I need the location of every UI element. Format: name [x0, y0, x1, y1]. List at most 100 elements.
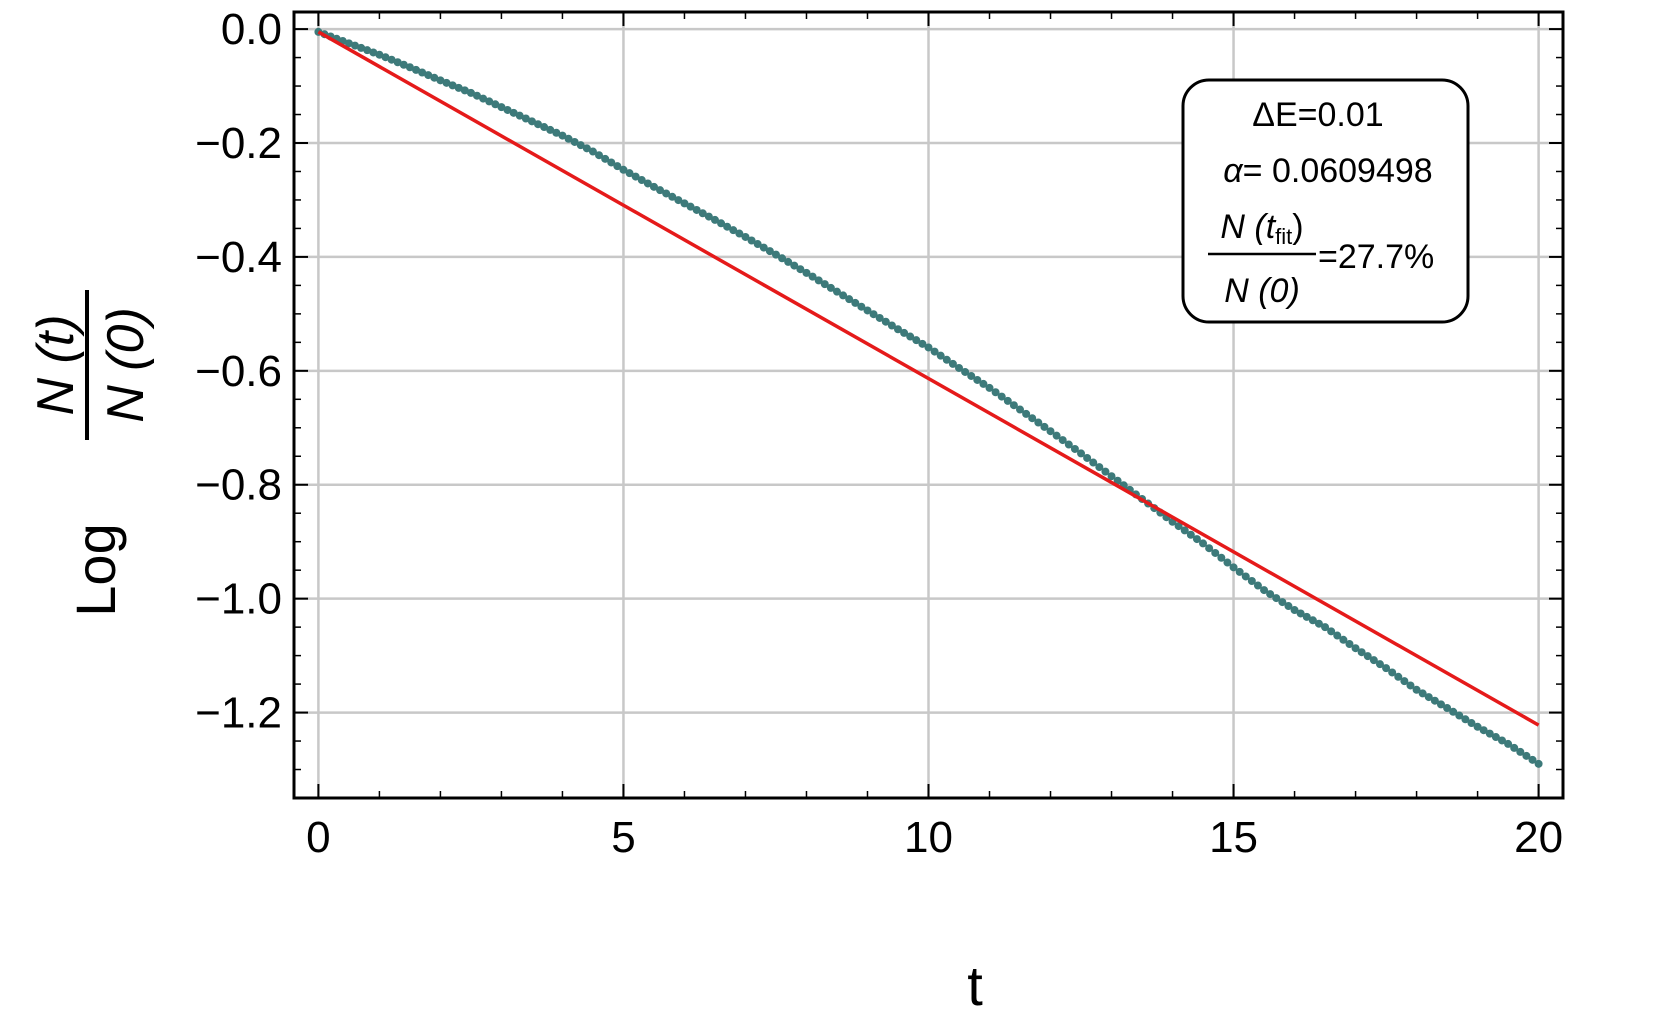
data-point [845, 295, 854, 304]
data-point [381, 53, 390, 62]
legend-frame [1181, 78, 1470, 324]
y-tick-label: −0.4 [195, 233, 282, 282]
data-point [418, 68, 427, 77]
data-point [1424, 693, 1433, 702]
data-point [1302, 612, 1311, 621]
data-point [857, 302, 866, 311]
data-point [1192, 535, 1201, 544]
data-point [930, 347, 939, 356]
data-point [717, 219, 726, 228]
data-point [875, 313, 884, 322]
data-point [1516, 747, 1525, 756]
data-point [521, 114, 530, 123]
data-point [729, 226, 738, 235]
data-point [1095, 463, 1104, 472]
data-point [778, 254, 787, 263]
data-point [1034, 418, 1043, 427]
data-point [887, 321, 896, 330]
data-point [1296, 609, 1305, 618]
data-point [710, 215, 719, 224]
data-point [796, 265, 805, 274]
data-point [973, 375, 982, 384]
data-point [619, 165, 628, 174]
data-point [912, 336, 921, 345]
data-point [369, 48, 378, 57]
data-point [771, 250, 780, 259]
data-point [662, 189, 671, 198]
data-point [387, 55, 396, 64]
y-tick-label: −1.0 [195, 575, 282, 624]
data-point [753, 240, 762, 249]
data-point [1473, 722, 1482, 731]
data-point [1247, 576, 1256, 585]
data-point [1351, 644, 1360, 653]
data-point [692, 205, 701, 214]
data-point [1229, 563, 1238, 572]
data-point [1290, 606, 1299, 615]
data-point [1003, 396, 1012, 405]
data-point [784, 257, 793, 266]
data-point [430, 73, 439, 82]
data-point [1485, 729, 1494, 738]
fit-line [317, 30, 1540, 727]
data-point [357, 43, 366, 52]
data-point [454, 83, 463, 92]
x-tick-label: 0 [306, 813, 330, 862]
data-point [595, 151, 604, 160]
data-point [564, 134, 573, 143]
data-point [1077, 449, 1086, 458]
data-point [863, 306, 872, 315]
data-point [1180, 526, 1189, 535]
data-point [1113, 476, 1122, 485]
data-point [1449, 707, 1458, 716]
data-point [509, 108, 518, 117]
data-point [485, 97, 494, 106]
data-point [955, 363, 964, 372]
data-point [1308, 616, 1317, 625]
data-point [649, 182, 658, 191]
data-point [820, 280, 829, 289]
legend-delta-e: ΔE=0.01 [1252, 96, 1383, 134]
data-point [497, 103, 506, 112]
data-point [668, 192, 677, 201]
data-point [393, 58, 402, 67]
data-point [588, 147, 597, 156]
data-point [1534, 759, 1543, 768]
data-point [759, 243, 768, 252]
data-point [832, 287, 841, 296]
y-tick-label: 0.0 [221, 5, 282, 54]
data-point [491, 100, 500, 109]
data-point [399, 60, 408, 69]
data-point [637, 176, 646, 185]
legend-alpha: α= 0.0609498 [1223, 152, 1432, 190]
data-point [363, 46, 372, 55]
data-point [424, 71, 433, 80]
data-point [1345, 639, 1354, 648]
y-tick-label: −0.6 [195, 347, 282, 396]
data-point [924, 343, 933, 352]
y-tick-label: −0.2 [195, 119, 282, 168]
data-point [961, 367, 970, 376]
data-point [479, 94, 488, 103]
data-point [375, 50, 384, 59]
data-point [1046, 427, 1055, 436]
data-point [790, 261, 799, 270]
data-point [412, 65, 421, 74]
data-point [906, 332, 915, 341]
data-point [448, 81, 457, 90]
data-point [1528, 755, 1537, 764]
data-point [735, 229, 744, 238]
data-point [686, 202, 695, 211]
data-point [985, 383, 994, 392]
data-point [1314, 619, 1323, 628]
data-point [1089, 458, 1098, 467]
data-point [1394, 672, 1403, 681]
data-point [1418, 689, 1427, 698]
data-point [1107, 472, 1116, 481]
data-point [1223, 558, 1232, 567]
data-point [893, 325, 902, 334]
data-point [991, 388, 1000, 397]
data-point [576, 141, 585, 150]
data-point [1064, 440, 1073, 449]
